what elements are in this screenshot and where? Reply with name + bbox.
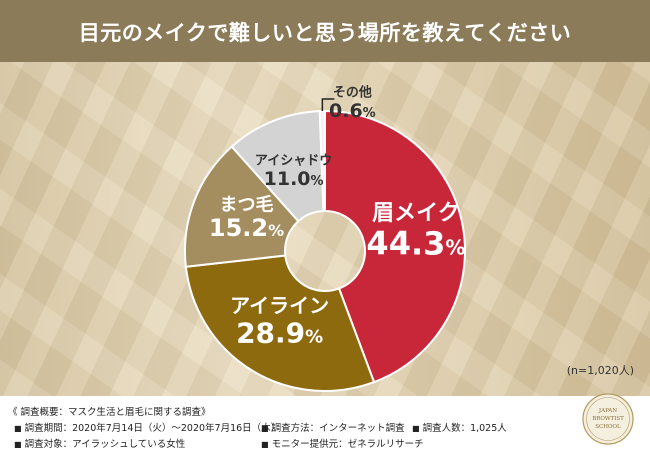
survey-provider: モニター提供元：ゼネラルリサーチ [271,439,424,450]
slice-label: アイライン [230,293,329,317]
sample-size-label: (n=1,020人) [566,364,634,377]
callout-line [321,98,335,112]
logo-line-2: BROWTIST [592,416,624,422]
survey-method: 調査方法：インターネット調査 [271,423,405,434]
slice-value-label: 28.9% [236,316,323,349]
slice-label: その他 [333,84,372,100]
logo-line-1: JAPAN [598,408,617,414]
survey-target: 調査対象：アイラッシュしている女性 [24,439,186,450]
survey-period-row: ■ 調査期間：2020年7月14日（火）〜2020年7月16日（木） [14,420,280,434]
bullet-icon: ■ [261,424,269,433]
survey-count: 調査人数：1,025人 [422,423,507,434]
survey-summary: 《 調査概要：マスク生活と眉毛に関する調査》 [8,407,211,418]
survey-provider-row: ■ モニター提供元：ゼネラルリサーチ [261,436,424,450]
pie-slice [318,109,326,213]
bullet-icon: ■ [14,424,22,433]
survey-method-row: ■ 調査方法：インターネット調査 [261,420,405,434]
pie-slice [184,254,376,392]
slice-value-label: 15.2% [209,214,284,242]
pie-slice [184,145,300,268]
slice-label: まつ毛 [220,193,274,215]
logo-line-3: SCHOOL [595,424,621,430]
survey-count-row: ■ 調査人数：1,025人 [412,420,507,434]
slice-value-label: 11.0% [264,168,324,190]
slice-value-label: 0.6% [329,100,376,122]
slice-value-label: 44.3% [366,224,465,262]
bullet-icon: ■ [14,440,22,449]
survey-target-row: ■ 調査対象：アイラッシュしている女性 [14,436,185,450]
slice-label: 眉メイク [372,201,460,226]
header-banner: 目元のメイクで難しいと思う場所を教えてください [0,0,650,62]
bullet-icon: ■ [412,424,420,433]
pie-slice [324,109,466,384]
survey-period: 調査期間：2020年7月14日（火）〜2020年7月16日（木） [24,423,281,434]
slice-label: アイシャドウ [255,154,332,169]
school-logo: JAPAN BROWTIST SCHOOL [582,393,634,445]
survey-footer: 《 調査概要：マスク生活と眉毛に関する調査》 ■ 調査期間：2020年7月14日（… [0,396,650,450]
bullet-icon: ■ [261,440,269,449]
chart-panel: 眉メイク 44.3% アイライン 28.9% まつ毛 15.2% アイシャドウ 11.0% その… [0,62,650,396]
page-title: 目元のメイクで難しいと思う場所を教えてください [78,20,572,45]
